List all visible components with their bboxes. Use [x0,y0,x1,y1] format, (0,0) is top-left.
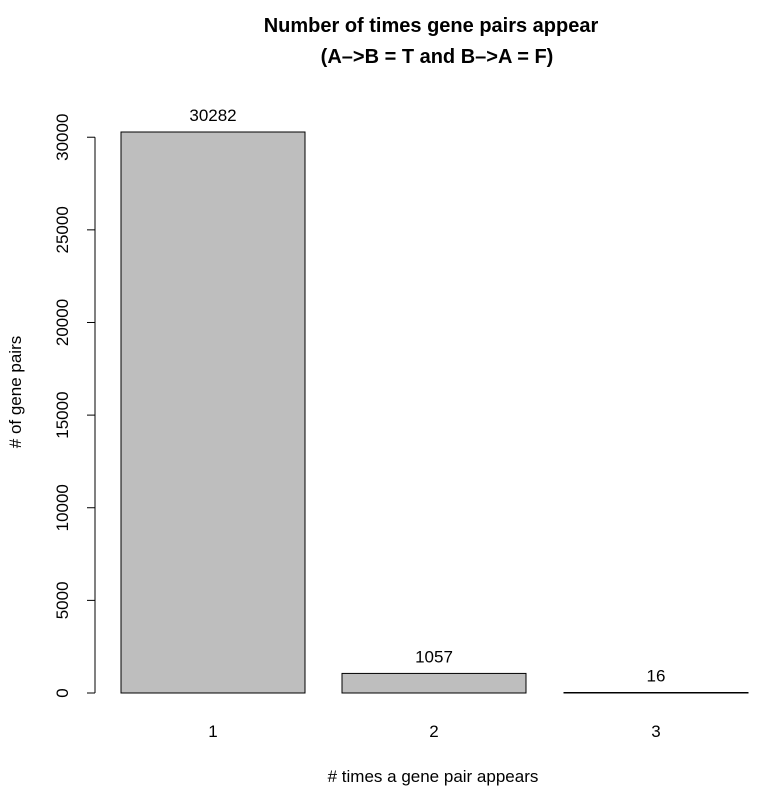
chart-subtitle: (A–>B = T and B–>A = F) [321,46,554,68]
data-label-2: 1057 [415,647,453,666]
y-tick-label-20000: 20000 [53,299,72,346]
x-axis-label: # times a gene pair appears [328,767,539,786]
y-tick-label-5000: 5000 [53,581,72,619]
y-tick-label-10000: 10000 [53,484,72,531]
y-tick-label-25000: 25000 [53,206,72,253]
y-tick-label-30000: 30000 [53,114,72,161]
x-tick-label-3: 3 [651,722,660,741]
y-axis: 0 5000 10000 15000 20000 25000 30000 [53,114,96,698]
data-labels-group: 30282 1057 16 [189,106,665,686]
y-tick-label-15000: 15000 [53,391,72,438]
bar-3 [563,692,749,694]
bar-1 [120,131,306,694]
bar-2 [341,672,527,694]
data-label-1: 30282 [189,106,236,125]
x-tick-labels: 1 2 3 [208,722,660,741]
y-tick-label-0: 0 [53,688,72,697]
x-tick-label-2: 2 [429,722,438,741]
y-axis-label: # of gene pairs [6,336,25,448]
bars-group [120,131,749,694]
chart-title: Number of times gene pairs appear [264,15,599,37]
data-label-3: 16 [647,667,666,686]
x-tick-label-1: 1 [208,722,217,741]
